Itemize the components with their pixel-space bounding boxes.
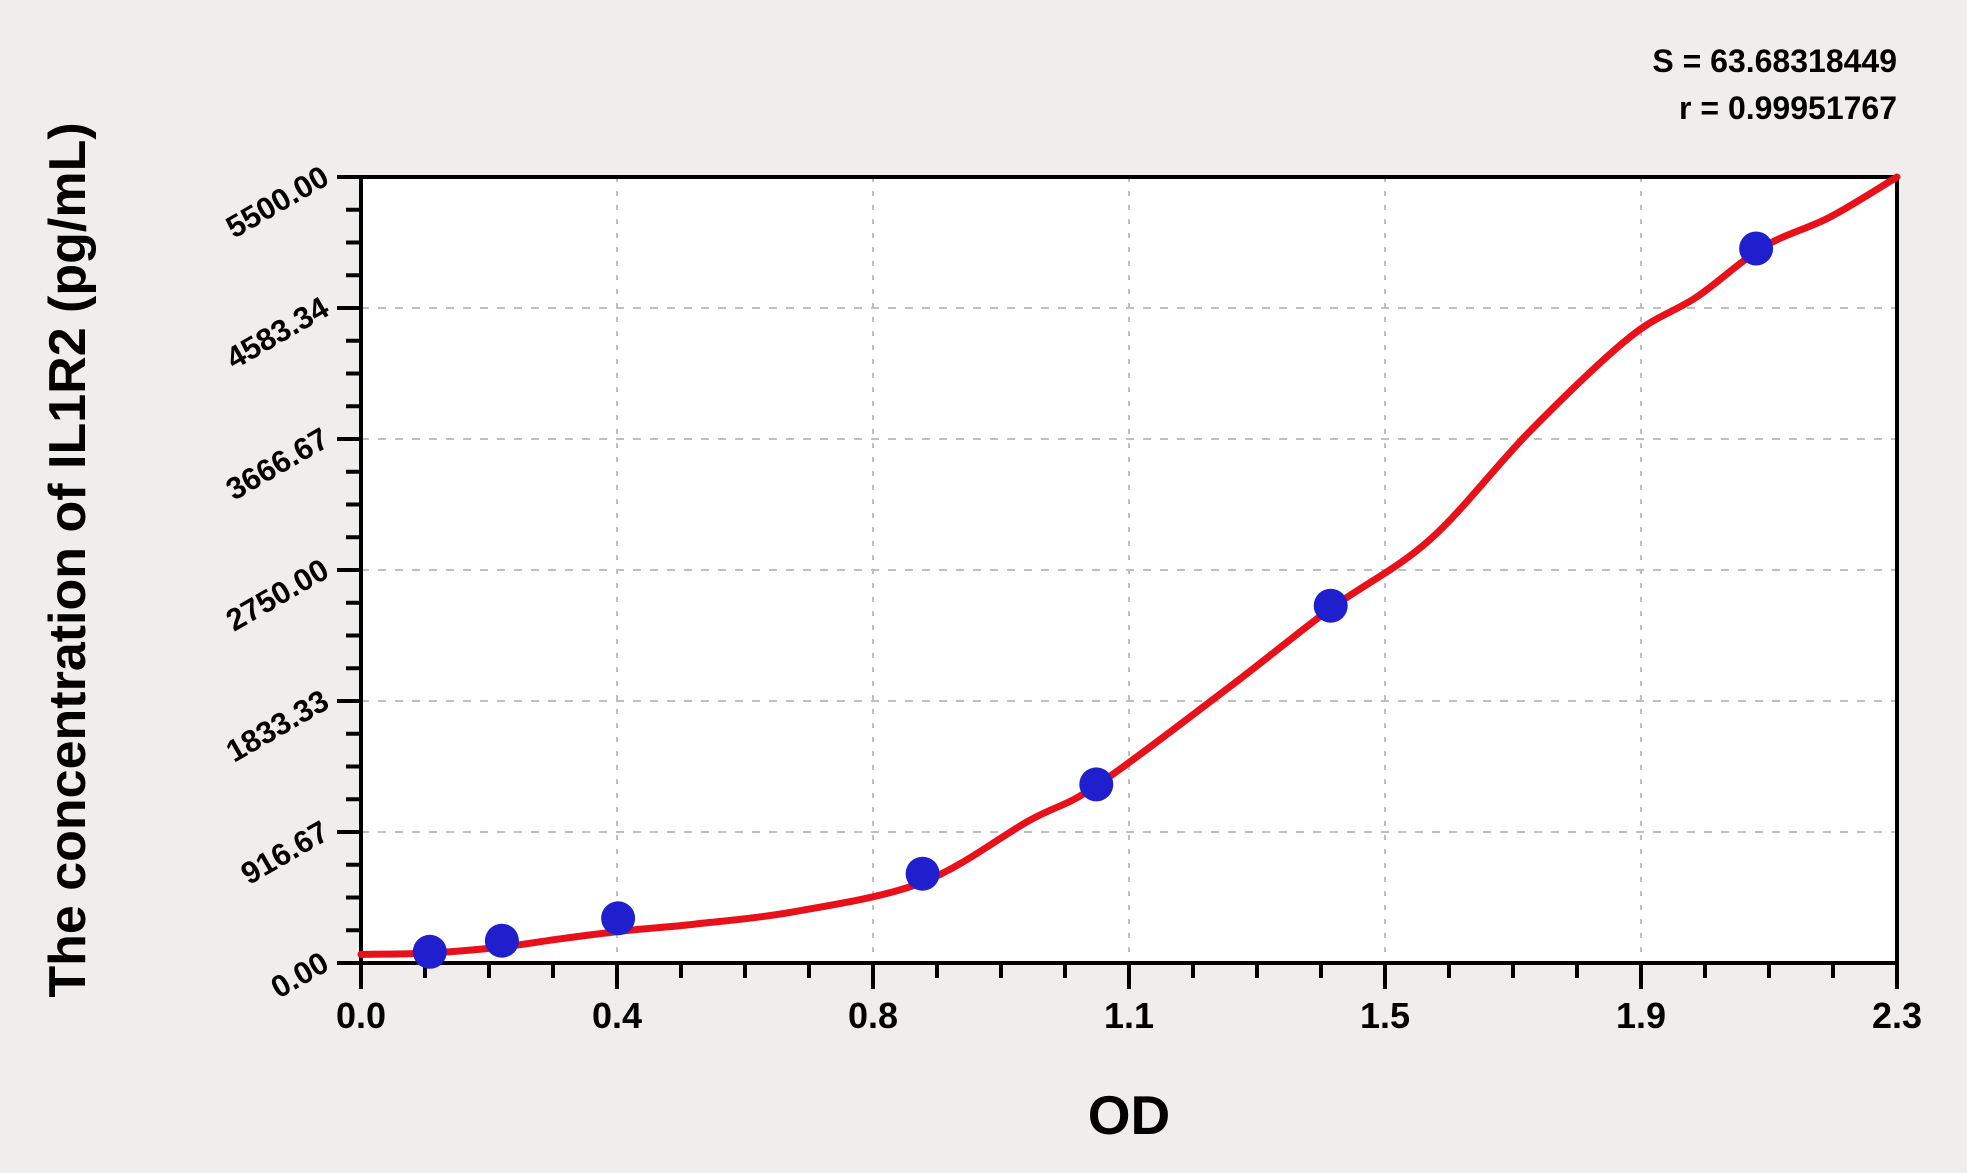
x-axis-title: OD [1087,1084,1171,1146]
data-point [484,923,519,958]
y-axis-title: The concentration of IL1R2 (pg/mL) [39,122,97,998]
y-tick-label: 3666.67 [220,421,335,507]
data-point [1313,588,1348,623]
y-tick-label: 5500.00 [220,159,335,245]
x-tick-label: 1.5 [1360,995,1410,1036]
y-tick-label: 2750.00 [220,552,335,638]
data-point [905,856,940,891]
data-point [412,934,447,969]
x-tick-label: 0.0 [336,995,386,1036]
fit-statistics: S = 63.68318449 r = 0.99951767 [1652,38,1897,132]
data-point [601,901,636,936]
x-tick-label: 2.3 [1872,995,1922,1036]
fitted-curve [357,173,1901,958]
data-point [1079,767,1114,802]
fit-s-value: S = 63.68318449 [1652,43,1897,79]
data-point [1739,231,1774,266]
x-tick-label: 0.8 [848,995,898,1036]
y-tick-label: 4583.34 [220,289,335,376]
y-tick-label: 0.00 [265,945,335,1005]
y-tick-label: 916.67 [235,814,335,892]
x-tick-label: 1.9 [1616,995,1666,1036]
fit-r-value: r = 0.99951767 [1679,90,1897,126]
y-tick-label: 1833.33 [220,683,335,769]
x-tick-label: 0.4 [592,995,642,1036]
x-tick-label: 1.1 [1104,995,1154,1036]
